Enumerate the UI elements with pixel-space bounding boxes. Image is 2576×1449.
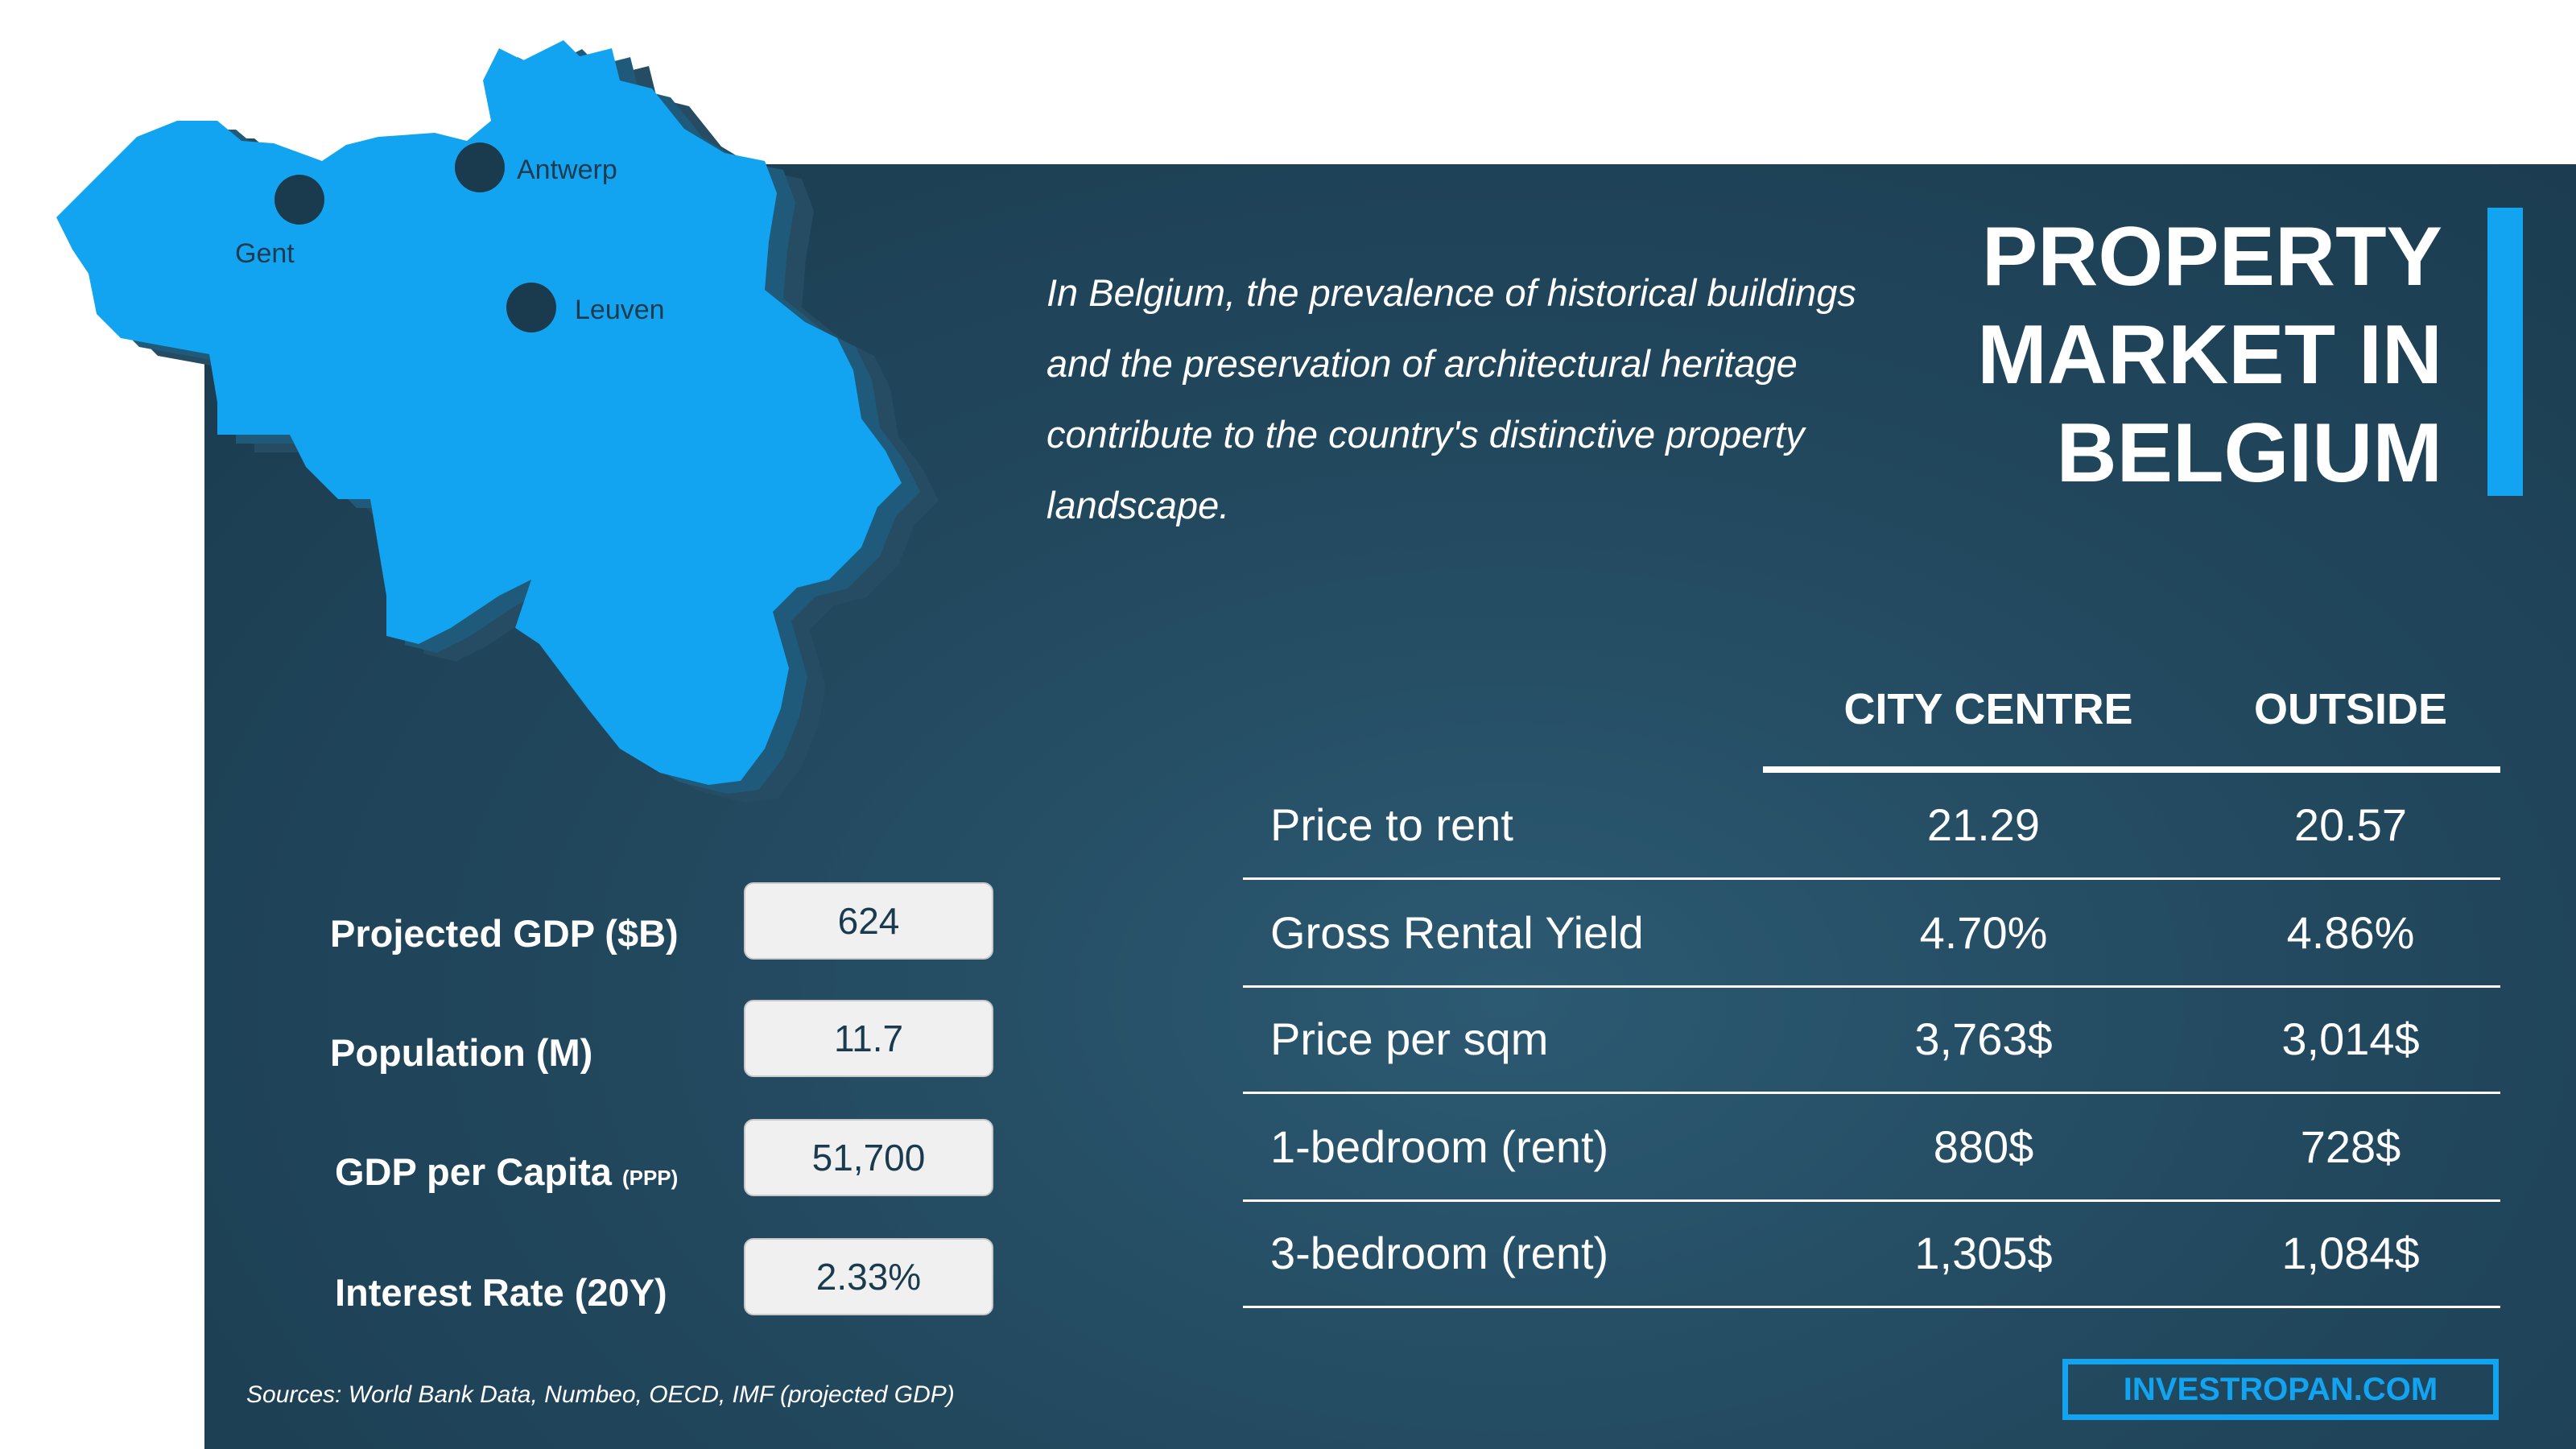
title-line-1: PROPERTY — [1981, 210, 2442, 303]
stat-label-gdp-per-capita: GDP per Capita (PPP) — [335, 1150, 678, 1194]
column-header-outside: OUTSIDE — [2253, 685, 2448, 733]
stat-value-gdp: 624 — [744, 882, 993, 960]
brand-link[interactable]: INVESTROPAN.COM — [2062, 1359, 2499, 1420]
row-divider — [1243, 1306, 2500, 1308]
cell-city: 4.70% — [1919, 907, 2048, 958]
stat-label-text: Population (M) — [330, 1031, 593, 1074]
row-label: Price per sqm — [1270, 1013, 1549, 1064]
row-label: 1-bedroom (rent) — [1270, 1121, 1609, 1172]
stat-label-gdp: Projected GDP ($B) — [330, 911, 679, 956]
cell-city: 21.29 — [1926, 799, 2041, 850]
stat-label-suffix: (PPP) — [621, 1166, 679, 1190]
row-divider — [1243, 877, 2500, 880]
city-dot-leuven — [506, 283, 556, 332]
title-line-2: MARKET IN — [1977, 308, 2442, 402]
city-label-leuven: Leuven — [575, 295, 665, 325]
title-accent-bar — [2487, 208, 2523, 496]
cell-outside: 1,084$ — [2281, 1228, 2420, 1278]
cell-outside: 3,014$ — [2281, 1013, 2420, 1064]
belgium-map — [56, 40, 939, 803]
header-underline — [1763, 766, 2500, 773]
intro-text: In Belgium, the prevalence of historical… — [1046, 271, 1856, 526]
stat-value-interest-rate: 2.33% — [744, 1238, 993, 1315]
sources-note: Sources: World Bank Data, Numbeo, OECD, … — [246, 1381, 955, 1408]
row-divider — [1243, 1199, 2500, 1202]
cell-city: 1,305$ — [1914, 1228, 2053, 1278]
stat-label-text: Interest Rate (20Y) — [335, 1271, 667, 1314]
stat-label-text: Projected GDP ($B) — [330, 912, 679, 955]
city-dot-antwerp — [455, 142, 505, 192]
cell-city: 3,763$ — [1914, 1013, 2053, 1064]
row-label: Price to rent — [1270, 799, 1513, 850]
row-divider — [1243, 1092, 2500, 1094]
stat-value-gdp-per-capita: 51,700 — [744, 1119, 993, 1196]
city-label-antwerp: Antwerp — [517, 155, 617, 185]
stat-label-population: Population (M) — [330, 1030, 592, 1075]
cell-outside: 4.86% — [2286, 907, 2415, 958]
cell-city: 880$ — [1933, 1121, 2034, 1172]
city-dot-gent — [275, 175, 324, 225]
row-label: 3-bedroom (rent) — [1270, 1228, 1609, 1278]
column-header-city-centre: CITY CENTRE — [1843, 685, 2133, 733]
row-divider — [1243, 985, 2500, 988]
title-line-3: BELGIUM — [2056, 407, 2442, 500]
city-label-gent: Gent — [235, 238, 295, 269]
stat-label-text: GDP per Capita — [335, 1150, 612, 1193]
belgium-shape — [56, 40, 902, 785]
stat-label-interest-rate: Interest Rate (20Y) — [335, 1270, 667, 1315]
page-title: PROPERTY MARKET IN BELGIUM — [1977, 208, 2442, 502]
cell-outside: 20.57 — [2293, 799, 2408, 850]
stat-value-population: 11.7 — [744, 1000, 993, 1077]
row-label: Gross Rental Yield — [1270, 907, 1644, 958]
cell-outside: 728$ — [2300, 1121, 2401, 1172]
